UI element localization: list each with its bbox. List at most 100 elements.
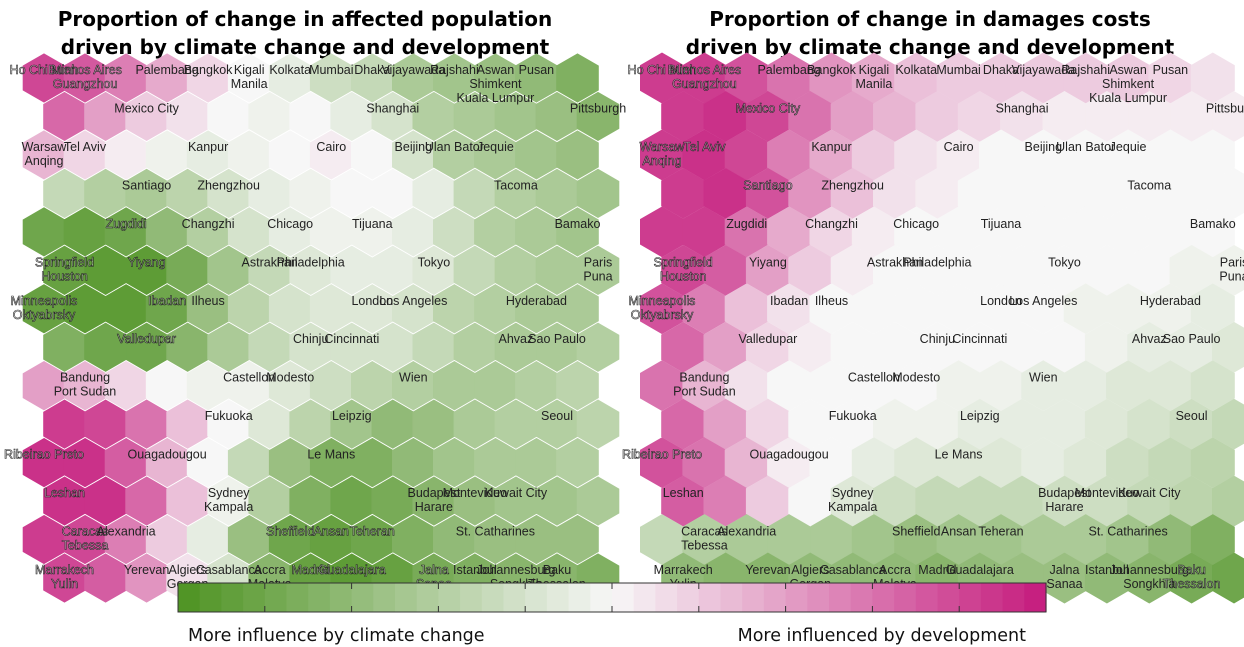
city-label: Accra [254, 563, 286, 577]
city-label: Leipzig [332, 409, 372, 423]
city-label: Valledupar [117, 332, 176, 346]
city-label: Tokyo [1048, 255, 1081, 269]
legend-swatch [1024, 583, 1047, 612]
city-label: Kanpur [188, 140, 228, 154]
city-label: Los Angeles [379, 294, 447, 308]
city-label: Hyderabad [1140, 294, 1201, 308]
city-label: Madrid [918, 563, 956, 577]
city-label: Changzhi [182, 217, 235, 231]
city-label: Minneapolis [629, 294, 696, 308]
hex-cell [104, 207, 148, 257]
hex-cell [371, 168, 415, 219]
hex-cell [207, 168, 251, 219]
city-label: St. Catharines [456, 525, 535, 539]
city-label: Aswan [1109, 63, 1147, 77]
hex-cell [125, 399, 168, 449]
legend-swatch [720, 583, 743, 612]
city-label: Ansan [314, 525, 349, 539]
hex-cell [227, 130, 271, 180]
hex-cell [350, 284, 394, 334]
legend-swatch [221, 583, 244, 612]
hex-cell [556, 130, 599, 180]
city-label: Ilheus [815, 294, 848, 308]
city-label: Philadelphia [277, 255, 345, 269]
city-label: Jalna [419, 563, 449, 577]
legend-swatch [308, 583, 331, 612]
hex-cell [391, 130, 435, 180]
hex-cell [1190, 437, 1235, 489]
hex-cell [453, 168, 497, 219]
city-label: Tel Aviv [64, 140, 107, 154]
hex-cell [330, 476, 374, 526]
hex-cell [268, 284, 312, 334]
city-label: Alexandria [97, 525, 156, 539]
hex-cell [268, 53, 312, 103]
city-label: Puna [1219, 269, 1244, 283]
city-label: Minneapolis [11, 294, 78, 308]
legend-swatch [351, 583, 374, 612]
hex-cell [166, 399, 210, 449]
city-label: Zhengzhou [197, 178, 260, 192]
hex-cell [474, 437, 517, 488]
city-label: Bamako [555, 217, 601, 231]
hex-cell [515, 130, 558, 180]
hex-cell [412, 399, 456, 449]
hex-cell [535, 399, 579, 449]
hex-cell [494, 399, 538, 449]
city-label: Montevideo [1075, 486, 1140, 500]
hex-cell [248, 245, 292, 295]
city-label: Fukuoka [205, 409, 253, 423]
city-label: Kampala [204, 500, 253, 514]
hex-cell [391, 514, 435, 565]
hex-cell [350, 361, 394, 411]
city-label: Kuwait City [1118, 486, 1181, 500]
city-label: Guangzhou [672, 77, 737, 91]
hex-cell [1212, 91, 1244, 142]
city-label: Ouagadougou [127, 448, 206, 462]
city-label: Port Sudan [673, 385, 736, 399]
hex-cell [371, 399, 415, 449]
hex-cell [309, 437, 353, 488]
city-label: Baku [1177, 563, 1206, 577]
hex-cell [391, 437, 435, 488]
legend-swatch [872, 583, 895, 612]
city-label: Mexico City [114, 102, 179, 116]
hex-cell [22, 514, 66, 565]
city-label: Los Angeles [1009, 294, 1077, 308]
hex-cell [556, 53, 599, 103]
hex-cell [350, 130, 394, 180]
chart-title-line-1: Proportion of change in affected populat… [58, 7, 553, 31]
city-label: Manila [231, 77, 268, 91]
city-label: Cairo [944, 140, 974, 154]
city-label: Valledupar [738, 332, 797, 346]
city-label: Philadelphia [903, 255, 971, 269]
legend-ticks [264, 583, 960, 612]
city-label: Beijing [1025, 140, 1063, 154]
hex-cell [1212, 167, 1244, 219]
hex-cell [371, 245, 415, 295]
city-label: Guadalajara [318, 563, 386, 577]
hex-cell [125, 245, 168, 295]
hex-cell [186, 284, 230, 334]
hex-cell [166, 245, 210, 295]
hex-cell [1190, 129, 1235, 181]
city-label: Ribeirao Preto [4, 448, 84, 462]
city-label: Tacoma [494, 178, 538, 192]
city-label: Kampala [828, 500, 877, 514]
city-label: Sao Paulo [528, 332, 586, 346]
city-label: Seoul [541, 409, 573, 423]
city-label: Dhaka [354, 63, 390, 77]
city-label: Modesto [892, 371, 940, 385]
city-label: Bangkok [807, 63, 856, 77]
hex-cell [453, 245, 497, 295]
city-label: Tijuana [352, 217, 393, 231]
city-label: Port Sudan [54, 385, 117, 399]
city-label: Houston [41, 269, 88, 283]
legend-swatch [503, 583, 526, 612]
hex-cell [535, 322, 579, 372]
legend-swatch [612, 583, 635, 612]
city-label: Shanghai [366, 102, 419, 116]
hex-cell [248, 476, 292, 526]
city-label: Alexandria [717, 525, 776, 539]
